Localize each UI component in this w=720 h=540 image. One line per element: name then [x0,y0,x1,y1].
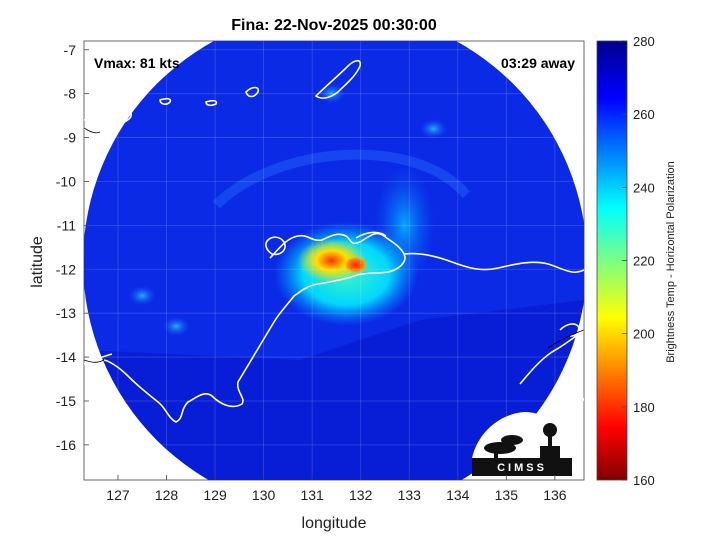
southern-land-tone [84,300,584,480]
y-tick-label: -8 [64,86,77,102]
y-tick-label: -7 [64,42,77,58]
y-tick-label: -16 [56,437,76,453]
timing-annotation: 03:29 away [501,55,575,71]
colorbar-label: Brightness Temp - Horizontal Polarizatio… [665,161,677,363]
x-tick-label: 134 [446,487,470,503]
colorbar-ticks: 280 260 240 220 200 180 160 [622,34,655,488]
chart-title: Fina: 22-Nov-2025 00:30:00 [231,17,437,34]
rain-patch-mark [419,118,448,139]
x-tick-label: 135 [495,487,519,503]
colorbar-tick-label: 260 [633,107,655,122]
x-tick-label: 136 [543,487,567,503]
x-tick-label: 129 [203,487,227,503]
x-tick-label: 132 [349,487,373,503]
grid-lines [84,41,584,480]
convective-cell-mark [343,255,368,274]
colorbar-tick-label: 160 [633,473,655,488]
colorbar-tick-label: 280 [633,34,655,49]
rain-patch-mark [128,285,157,306]
plot-content [84,41,584,480]
x-tick-label: 128 [155,487,179,503]
cimss-logo-band [472,458,572,476]
y-tick-label: -12 [56,261,76,277]
x-tick-label: 133 [398,487,422,503]
y-axis-label: latitude [29,236,46,288]
x-tick-label: 127 [106,487,130,503]
storm-features [128,83,471,337]
coastlines-outside [84,127,584,363]
colorbar-tick-label: 200 [633,327,655,342]
colorbar-tick-label: 180 [633,400,655,415]
coastlines [84,59,584,453]
y-tick-label: -14 [56,349,76,365]
x-axis-label: longitude [302,515,367,532]
y-tick-label: -15 [56,393,76,409]
y-tick-label: -9 [64,130,77,146]
rain-patch-mark [162,316,191,337]
cimss-logo-text: CIMSS [497,462,547,474]
cimss-logo: CIMSS [472,412,572,476]
y-tick-label: -10 [56,173,76,189]
x-tick-label: 131 [300,487,324,503]
y-tick-label: -13 [56,305,76,321]
colorbar-tick-label: 240 [633,180,655,195]
x-tick-label: 130 [252,487,276,503]
x-axis-ticks: 127 128 129 130 131 132 133 134 135 136 [106,475,567,503]
y-axis-ticks: -7 -8 -9 -10 -11 -12 -13 -14 -15 -16 [56,42,89,453]
y-tick-label: -11 [57,217,76,233]
spiral-band-mark [212,149,471,209]
vmax-annotation: Vmax: 81 kts [94,55,180,71]
colorbar-tick-label: 220 [633,254,655,269]
